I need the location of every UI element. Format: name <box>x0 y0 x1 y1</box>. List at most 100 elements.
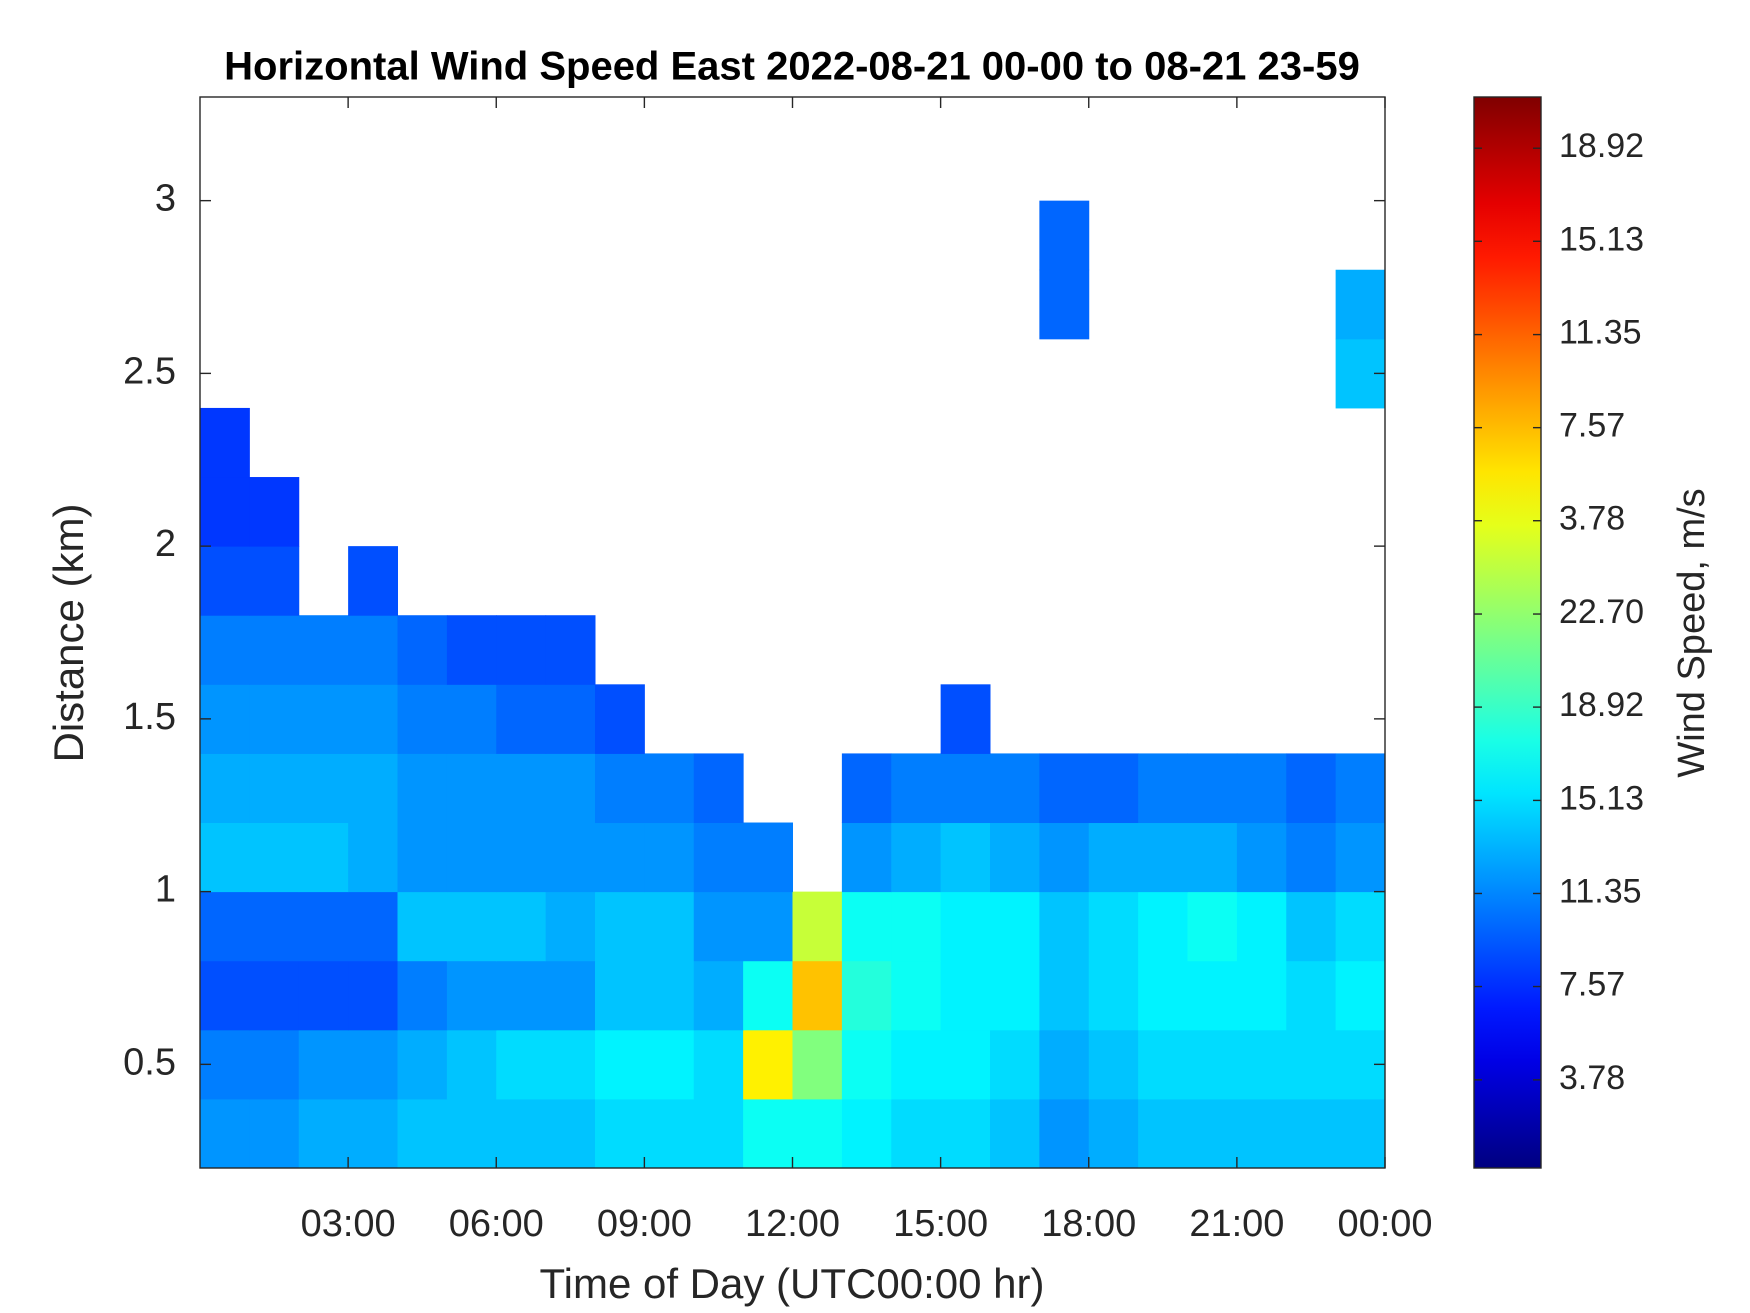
heat-cell <box>496 615 547 685</box>
heat-cell <box>891 891 942 962</box>
colorbar-tick-label: 15.13 <box>1559 220 1644 258</box>
heat-cell <box>1039 269 1090 340</box>
y-axis-label: Distance (km) <box>45 503 92 762</box>
x-tick-label: 03:00 <box>301 1203 396 1245</box>
heat-cell <box>792 891 843 962</box>
x-tick-label: 18:00 <box>1041 1203 1136 1245</box>
colorbar-tick-label: 7.57 <box>1559 407 1625 445</box>
heat-cell <box>200 615 250 685</box>
heat-cell <box>841 1098 892 1169</box>
y-tick-label: 1.5 <box>123 696 176 738</box>
heat-cell <box>1088 960 1139 1031</box>
heat-cell <box>298 822 349 893</box>
y-tick-label: 0.5 <box>123 1041 176 1083</box>
heat-cell <box>397 822 448 893</box>
x-axis-label: Time of Day (UTC00:00 hr) <box>540 1260 1045 1307</box>
x-tick-label: 15:00 <box>893 1203 988 1245</box>
heat-cell <box>1187 753 1238 824</box>
heat-cell <box>1335 822 1386 893</box>
heat-cell <box>200 822 250 893</box>
heat-cell <box>249 477 300 547</box>
heat-cell <box>891 822 942 893</box>
heat-cell <box>1335 753 1386 824</box>
heat-cell <box>298 1098 349 1169</box>
heat-cell <box>446 753 497 824</box>
heat-cell <box>644 960 695 1031</box>
heat-cell <box>249 1029 300 1100</box>
heat-cell <box>1138 960 1188 1031</box>
heat-cell <box>693 960 744 1031</box>
colorbar-tick-label: 3.78 <box>1559 500 1625 538</box>
colorbar-tick-label: 22.70 <box>1559 593 1644 631</box>
heat-cell <box>397 960 448 1031</box>
heat-cell <box>595 753 645 824</box>
heat-cell <box>200 891 250 962</box>
colorbar-tick-label: 11.35 <box>1559 872 1642 910</box>
heat-cell <box>990 1029 1040 1100</box>
heat-cell <box>249 615 300 685</box>
heat-cell <box>792 960 843 1031</box>
heat-cell <box>545 1029 596 1100</box>
heat-cell <box>1088 1098 1139 1169</box>
heat-cell <box>249 891 300 962</box>
heat-cell <box>841 822 892 893</box>
heat-cell <box>1088 753 1139 824</box>
colorbar-tick-label: 11.35 <box>1559 314 1642 352</box>
heat-cell <box>644 753 695 824</box>
heat-cell <box>348 684 398 754</box>
heat-cell <box>1088 1029 1139 1100</box>
y-tick-label: 1 <box>155 869 176 911</box>
heat-cell <box>1286 822 1337 893</box>
heat-cell <box>1187 1098 1238 1169</box>
heat-cell <box>1039 891 1090 962</box>
heat-cell <box>545 891 596 962</box>
heat-cell <box>545 1098 596 1169</box>
x-tick-label: 06:00 <box>449 1203 544 1245</box>
heat-cell <box>1039 1098 1090 1169</box>
heat-cell <box>200 753 250 824</box>
heat-cell <box>990 1098 1040 1169</box>
heat-cell <box>298 753 349 824</box>
heat-cell <box>446 891 497 962</box>
heat-cell <box>298 1029 349 1100</box>
heat-cell <box>348 960 398 1031</box>
heat-cell <box>1138 1029 1188 1100</box>
heat-cell <box>1187 960 1238 1031</box>
heat-cell <box>496 960 547 1031</box>
heat-cell <box>348 546 398 616</box>
heat-cell <box>693 1029 744 1100</box>
heat-cell <box>298 891 349 962</box>
heat-cell <box>1335 1098 1386 1169</box>
heat-cell <box>1039 822 1090 893</box>
heat-cell <box>1286 1098 1337 1169</box>
heat-cell <box>841 1029 892 1100</box>
heat-cell <box>545 753 596 824</box>
heat-cell <box>1335 269 1386 340</box>
heat-cell <box>891 1029 942 1100</box>
heat-cell <box>693 1098 744 1169</box>
heat-cell <box>446 960 497 1031</box>
heat-cell <box>545 960 596 1031</box>
heat-cell <box>1039 753 1090 824</box>
heat-cell <box>940 684 991 754</box>
heat-cell <box>496 1029 547 1100</box>
heat-cell <box>1088 891 1139 962</box>
y-tick-label: 2.5 <box>123 350 176 392</box>
heat-cell <box>841 960 892 1031</box>
heat-cell <box>990 822 1040 893</box>
heat-cell <box>200 1098 250 1169</box>
heat-cell <box>1286 1029 1337 1100</box>
heat-cell <box>1138 822 1188 893</box>
heat-cell <box>891 753 942 824</box>
x-tick-label: 12:00 <box>745 1203 840 1245</box>
heat-cell <box>940 1098 991 1169</box>
heat-cell <box>496 753 547 824</box>
heat-cell <box>397 684 448 754</box>
heat-cell <box>1236 1098 1287 1169</box>
heat-cell <box>446 1098 497 1169</box>
heat-cell <box>348 891 398 962</box>
heat-cell <box>446 615 497 685</box>
heat-cell <box>200 546 250 616</box>
heat-cell <box>644 1098 695 1169</box>
